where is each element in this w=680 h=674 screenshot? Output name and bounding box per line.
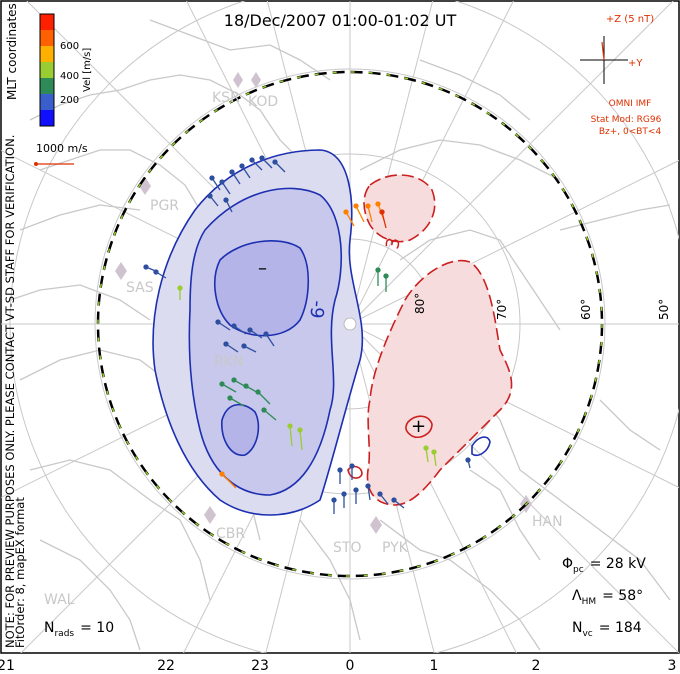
colorbar-tick-200: 200 bbox=[60, 95, 79, 106]
colorbar-label: Vel [m/s] bbox=[82, 48, 93, 92]
lambda-value: = 58° bbox=[602, 588, 643, 604]
stats-lambda: ΛHM = 58° bbox=[572, 588, 643, 607]
reference-vector-dot bbox=[34, 162, 38, 166]
stats-nrads: Nrads = 10 bbox=[44, 620, 114, 639]
map-title: 18/Dec/2007 01:00-01:02 UT bbox=[224, 11, 457, 30]
reference-vector-label: 1000 m/s bbox=[36, 142, 88, 155]
stats-nvc: Nvc = 184 bbox=[572, 620, 642, 639]
svg-text:Φpc= 28 kV: Φpc = 28 kV bbox=[562, 556, 646, 575]
station-ksr: KSR bbox=[212, 90, 240, 106]
negative-potential-cell bbox=[152, 149, 491, 516]
coordinates-label: MLT coordinates bbox=[5, 3, 19, 100]
station-cbr: CBR bbox=[216, 526, 245, 542]
stats-phi: Φpc = 28 kV bbox=[562, 556, 646, 575]
imf-z-label: +Z (5 nT) bbox=[606, 14, 654, 25]
latitude-label-80: 80° bbox=[413, 293, 427, 314]
contour-label-negative: -9 bbox=[305, 300, 327, 320]
potential-maximum-marker: + bbox=[411, 416, 426, 437]
station-han: HAN bbox=[532, 514, 563, 530]
nrads-symbol: N bbox=[44, 620, 54, 636]
contour-label-positive: 3 bbox=[382, 236, 405, 251]
colorbar-tick-600: 600 bbox=[60, 41, 79, 52]
nvc-subscript: vc bbox=[582, 629, 592, 639]
imf-source: OMNI IMF bbox=[609, 99, 652, 109]
nvc-value: = 184 bbox=[599, 620, 642, 636]
station-pyk: PYK bbox=[382, 540, 409, 556]
pole-marker bbox=[343, 317, 357, 331]
potential-minimum-marker: – bbox=[258, 258, 267, 279]
positive-potential-cell bbox=[347, 174, 513, 506]
imf-model-line1: Stat Mod: RG96 bbox=[591, 115, 662, 125]
heppner-maynard-boundary-inner bbox=[97, 71, 603, 577]
mlt-tick-23: 23 bbox=[251, 658, 269, 674]
imf-y-label: +Y bbox=[628, 58, 643, 69]
svg-text:ΛHM= 58°: ΛHM = 58° bbox=[572, 588, 643, 607]
station-wal: WAL bbox=[44, 592, 75, 608]
station-rkn: RKN bbox=[214, 354, 243, 370]
mlt-tick-21: 21 bbox=[0, 658, 15, 674]
svg-text:Nvc= 184: Nvc = 184 bbox=[572, 620, 642, 639]
colorbar-tick-400: 400 bbox=[60, 71, 79, 82]
lambda-symbol: Λ bbox=[572, 588, 582, 604]
lambda-subscript: HM bbox=[582, 597, 597, 607]
colorbar bbox=[39, 13, 55, 127]
nrads-subscript: rads bbox=[54, 629, 74, 639]
svg-text:Nrads= 10: Nrads = 10 bbox=[44, 620, 114, 639]
station-pgr: PGR bbox=[150, 198, 179, 214]
imf-vector bbox=[601, 41, 605, 61]
phi-value: = 28 kV bbox=[590, 556, 647, 572]
mlt-tick-0: 0 bbox=[346, 658, 355, 674]
latitude-label-50: 50° bbox=[657, 299, 671, 320]
station-kod: KOD bbox=[248, 94, 278, 110]
phi-symbol: Φ bbox=[562, 556, 573, 572]
phi-subscript: pc bbox=[573, 565, 584, 575]
nrads-value: = 10 bbox=[80, 620, 114, 636]
mlt-tick-1: 1 bbox=[430, 658, 439, 674]
imf-model-line2: Bz+, 0<BT<4 bbox=[599, 127, 662, 137]
mlt-tick-2: 2 bbox=[532, 658, 541, 674]
preview-note: NOTE: FOR PREVIEW PURPOSES ONLY. PLEASE … bbox=[3, 135, 17, 648]
station-sto: STO bbox=[333, 540, 361, 556]
latitude-label-60: 60° bbox=[579, 299, 593, 320]
fit-order: FitOrder: 8, mapEX format bbox=[13, 497, 27, 648]
latitude-label-70: 70° bbox=[495, 299, 509, 320]
nvc-symbol: N bbox=[572, 620, 582, 636]
mlt-tick-22: 22 bbox=[157, 658, 175, 674]
mlt-tick-3: 3 bbox=[668, 658, 677, 674]
station-sas: SAS bbox=[126, 280, 154, 296]
velocity-vectors bbox=[143, 155, 471, 514]
